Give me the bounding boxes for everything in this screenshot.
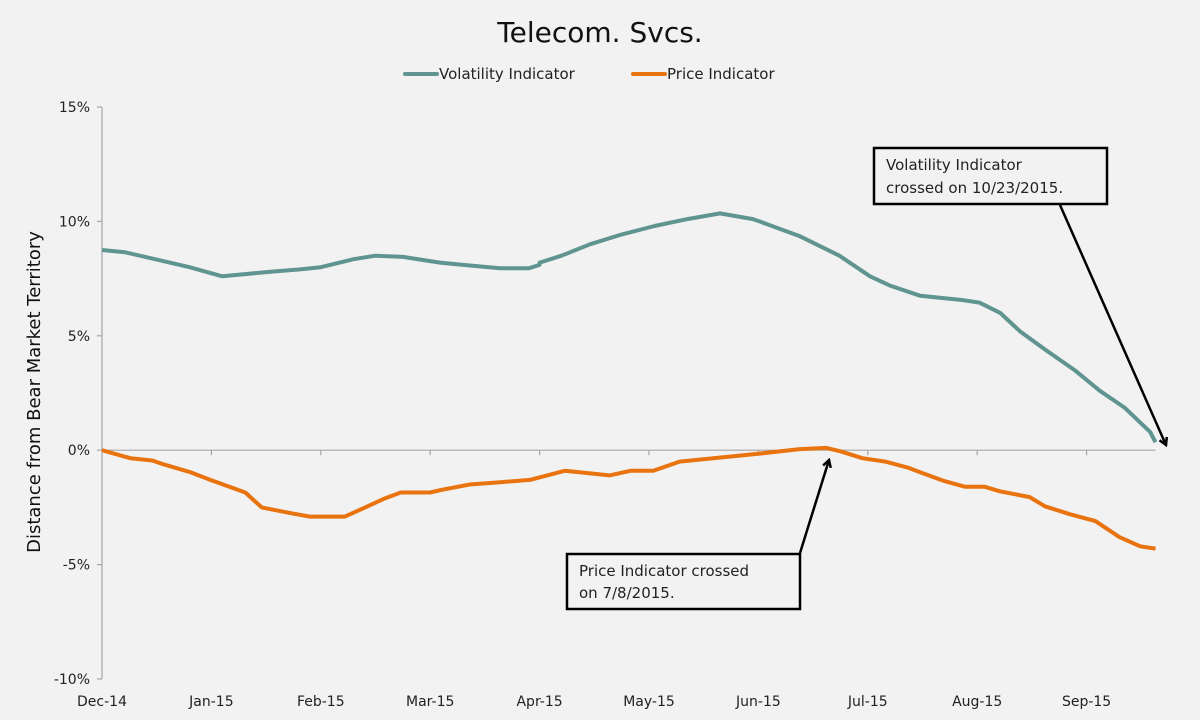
x-tick-label: Sep-15 — [1062, 694, 1111, 710]
annotation-box-volatility — [872, 146, 1109, 206]
annotation-volatility: Volatility Indicator crossed on 10/23/20… — [872, 146, 1166, 445]
x-tick-label: Apr-15 — [516, 694, 562, 710]
x-tick-label: Jan-15 — [188, 694, 233, 710]
series-layer — [101, 211, 1158, 551]
x-tick-label: Dec-14 — [77, 694, 127, 710]
y-tick-label: 10% — [59, 214, 90, 230]
legend-label-price: Price Indicator — [667, 65, 775, 83]
chart-title: Telecom. Svcs. — [496, 16, 702, 49]
y-tick-label: -10% — [54, 672, 90, 688]
annotation-text-volatility-line2: crossed on 10/23/2015. — [886, 179, 1063, 197]
annotation-text-price-line1: Price Indicator crossed — [579, 562, 749, 580]
y-tick-label: 15% — [59, 100, 90, 116]
y-tick-label: 0% — [68, 443, 90, 459]
y-axis: 15% 10% 5% 0% -5% -10% — [54, 100, 103, 688]
y-tick-label: 5% — [68, 329, 90, 345]
x-tick-label: May-15 — [623, 694, 675, 710]
series-line-volatility — [101, 211, 1158, 444]
x-tick-label: Jun-15 — [735, 694, 781, 710]
annotation-text-volatility-line1: Volatility Indicator — [886, 156, 1023, 174]
annotation-box-price — [565, 552, 802, 611]
x-axis: Dec-14 Jan-15 Feb-15 Mar-15 Apr-15 May-15 Jun-… — [77, 449, 1156, 710]
legend: Volatility Indicator Price Indicator — [403, 65, 775, 83]
x-tick-label: Jul-15 — [847, 694, 888, 710]
series-line-price — [101, 445, 1156, 551]
y-axis-label: Distance from Bear Market Territory — [24, 231, 45, 553]
annotation-arrow-volatility — [1058, 204, 1166, 445]
annotation-price: Price Indicator crossed on 7/8/2015. — [565, 460, 829, 611]
annotation-text-price-line2: on 7/8/2015. — [579, 584, 675, 602]
legend-label-volatility: Volatility Indicator — [439, 65, 576, 83]
x-tick-label: Aug-15 — [952, 694, 1002, 710]
annotation-arrow-price — [798, 460, 829, 554]
y-tick-label: -5% — [63, 558, 90, 574]
x-tick-label: Feb-15 — [297, 694, 345, 710]
x-tick-label: Mar-15 — [406, 694, 454, 710]
